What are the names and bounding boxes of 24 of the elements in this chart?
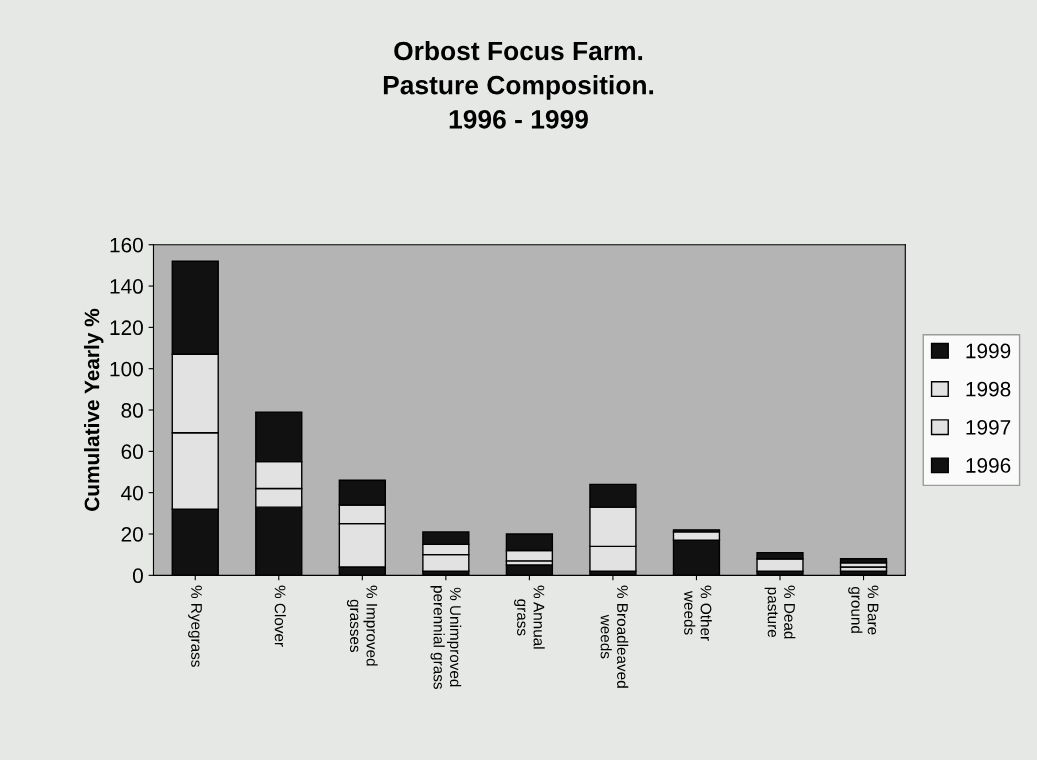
legend-label: 1997 [966,419,1011,435]
y-tick-label: 80 [121,403,143,418]
y-tick-label: 0 [132,568,143,584]
x-tick-label: % Ryegrass [188,585,202,667]
legend-label: 1996 [966,458,1011,473]
y-axis-title: Cumulative Yearly % [84,308,104,511]
y-tick-label: 100 [110,361,143,377]
y-tick-label: 160 [110,237,143,253]
x-tick-label: % Bare ground [848,585,879,635]
y-tick-label: 20 [121,527,143,542]
y-tick-label: 60 [121,444,143,460]
x-tick-label: % Unimproved perennial grass [430,586,462,689]
x-tick-label: % Annual grass [514,585,545,649]
x-tick-label: % Other weeds [684,585,712,641]
x-tick-label: % Improved grasses [346,585,378,666]
legend-label: 1999 [966,343,1011,359]
x-tick-label: % Broadleaved weeds [600,585,629,688]
x-tick-label: % Clover [274,585,286,647]
x-tick-label: % Dead pasture [764,585,796,639]
y-tick-label: 40 [121,485,143,501]
y-tick-label: 140 [110,279,143,294]
legend-label: 1998 [966,381,1011,397]
chart-title: Orbost Focus Farm. Pasture Composition. 1996 - 1999 [383,40,654,129]
y-tick-label: 120 [110,320,143,336]
